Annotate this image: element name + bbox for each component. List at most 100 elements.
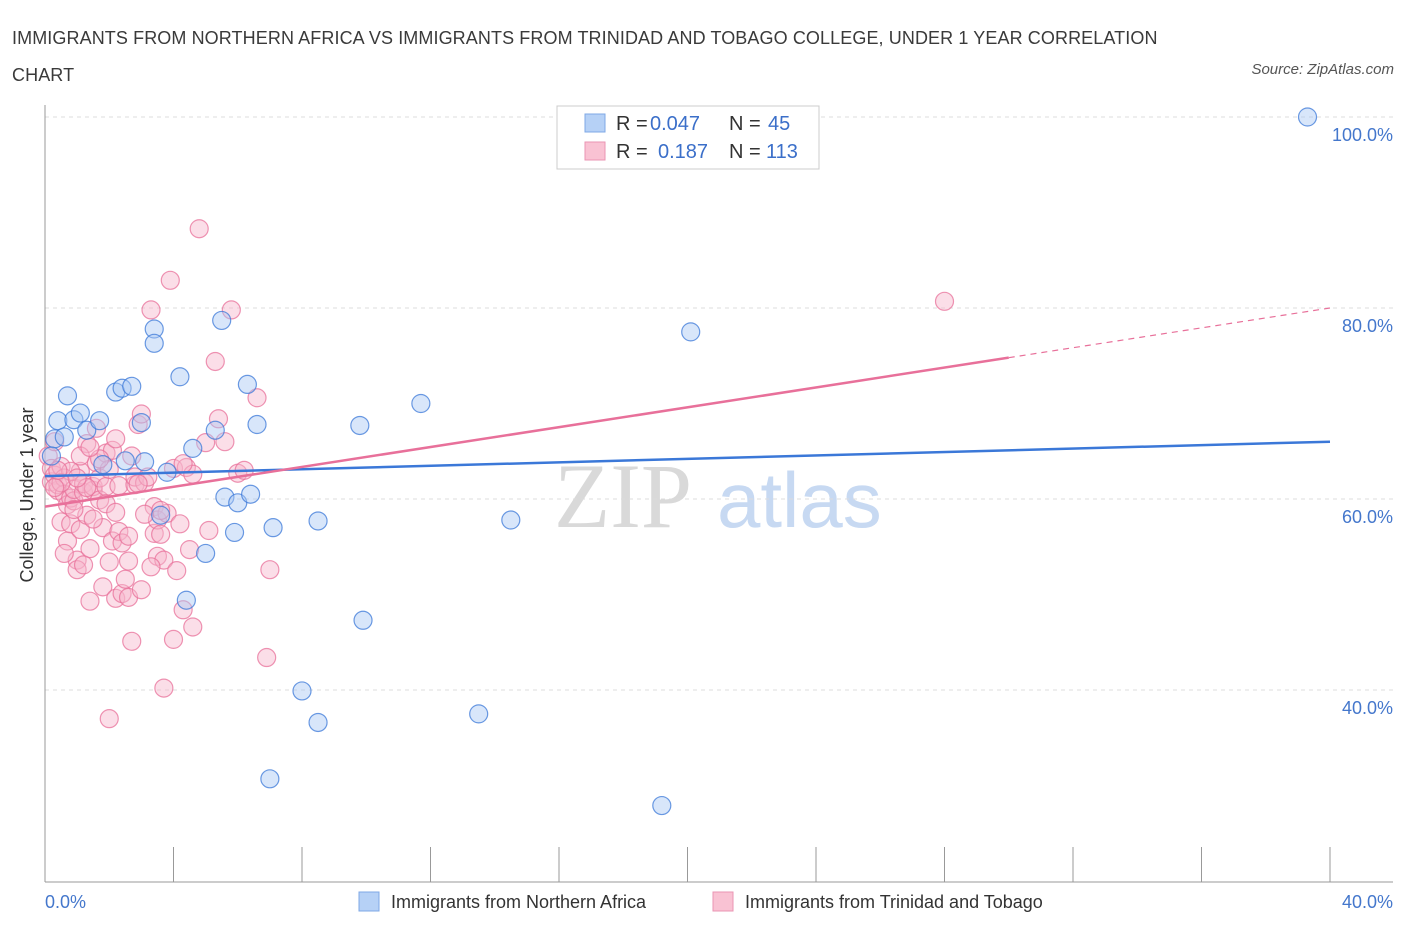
northern-africa-point-24 (212, 310, 232, 331)
axes (44, 105, 1393, 883)
northern-africa-point-10 (112, 378, 132, 398)
trinidad-point-106 (118, 526, 139, 546)
legend-r-value-2: 0.187 (658, 141, 708, 163)
northern-africa-point-33 (292, 681, 312, 701)
northern-africa-point-41 (652, 795, 672, 816)
trinidad-point-19 (70, 519, 90, 540)
bottom-legend-swatch-northern-africa (358, 891, 380, 912)
trinidad-point-38 (99, 709, 119, 729)
trinidad-point-87 (141, 557, 161, 577)
northern-africa-point-31 (260, 769, 280, 789)
trinidad-point-105 (45, 477, 65, 498)
trinidad-point-25 (80, 539, 100, 559)
northern-africa-point-30 (247, 414, 267, 435)
trinidad-point-73 (179, 540, 200, 560)
series-legend: Immigrants from Northern Africa Immigran… (358, 891, 1043, 912)
bottom-legend-label-trinidad: Immigrants from Trinidad and Tobago (745, 892, 1043, 912)
y-axis-label: College, Under 1 year (17, 407, 37, 582)
series-northern-africa-points (41, 107, 1318, 816)
trinidad-point-14 (61, 514, 81, 534)
trinidad-point-83 (247, 388, 267, 408)
northern-africa-point-44 (41, 446, 62, 466)
northern-africa-point-15 (144, 319, 164, 339)
trinidad-point-111 (73, 555, 94, 575)
legend-swatch-trinidad (584, 141, 606, 161)
trinidad-point-43 (109, 521, 129, 542)
trinidad-point-86 (163, 629, 184, 649)
y-tick-labels: 40.0% 60.0% 80.0% 100.0% (1332, 125, 1393, 718)
northern-africa-point-21 (183, 438, 203, 458)
legend-swatch-northern-africa (584, 113, 606, 133)
northern-africa-point-17 (151, 505, 171, 525)
legend-n-value-2: 113 (766, 141, 798, 163)
trinidad-point-53 (128, 414, 148, 435)
legend-r-label-2: R = (616, 141, 648, 163)
northern-africa-point-1 (48, 411, 68, 431)
trinidad-point-85 (260, 560, 280, 580)
trinidad-point-109 (183, 617, 203, 637)
northern-africa-point-40 (501, 510, 521, 530)
trinidad-point-37 (99, 552, 119, 572)
legend-n-label-1: N = (729, 113, 761, 135)
northern-africa-point-39 (469, 704, 489, 724)
legend-r-value-1: 0.047 (650, 113, 700, 135)
correlation-legend: R = 0.047 N = 45 R = 0.187 N = 113 (556, 105, 820, 170)
northern-africa-point-35 (308, 511, 328, 531)
legend-r-label-1: R = (616, 113, 648, 135)
trinidad-point-48 (118, 551, 139, 571)
x-tick-label-max: 40.0% (1342, 892, 1393, 912)
trinidad-point-26 (80, 591, 100, 611)
trinidad-point-70 (170, 514, 190, 534)
trend-lines (44, 307, 1331, 508)
northern-africa-point-13 (131, 413, 151, 433)
watermark-atlas: atlas (717, 456, 882, 544)
trinidad-point-110 (934, 291, 955, 311)
trinidad-point-90 (83, 509, 103, 529)
northern-africa-point-38 (411, 393, 431, 414)
series-trinidad-points (38, 219, 955, 729)
northern-africa-point-5 (70, 403, 90, 423)
northern-africa-point-12 (115, 451, 135, 471)
northern-africa-point-37 (353, 610, 373, 630)
trinidad-point-54 (131, 580, 151, 600)
trinidad-point-58 (141, 300, 161, 320)
northern-africa-point-3 (57, 386, 78, 406)
source-label: Source: ZipAtlas.com (1251, 61, 1394, 78)
trinidad-point-93 (54, 543, 74, 564)
trinidad-point-50 (122, 631, 142, 651)
trinidad-point-63 (151, 524, 171, 544)
northern-africa-point-29 (241, 484, 261, 504)
northern-africa-point-23 (205, 420, 225, 440)
northern-africa-point-42 (681, 322, 701, 342)
legend-n-value-1: 45 (768, 113, 790, 135)
northern-africa-point-14 (134, 452, 155, 472)
trinidad-point-8 (51, 512, 71, 532)
northern-africa-point-28 (237, 374, 257, 394)
x-ticks (44, 847, 1331, 882)
northern-africa-point-19 (170, 367, 190, 387)
northern-africa-point-43 (1297, 107, 1318, 127)
northern-africa-point-32 (263, 518, 283, 538)
trinidad-point-44 (109, 476, 129, 496)
trinidad-point-77 (205, 351, 225, 372)
legend-n-label-2: N = (729, 141, 761, 163)
trend-line-trinidad-extension (1008, 307, 1331, 359)
bottom-legend-swatch-trinidad (712, 891, 734, 912)
trinidad-point-46 (115, 569, 135, 589)
trend-line-northern-africa (44, 440, 1331, 478)
trinidad-point-75 (189, 219, 209, 239)
y-tick-label-40: 40.0% (1342, 698, 1393, 718)
x-tick-label-min: 0.0% (45, 892, 86, 912)
trinidad-point-98 (151, 500, 171, 521)
chart-title: IMMIGRANTS FROM NORTHERN AFRICA VS IMMIG… (12, 28, 1158, 85)
northern-africa-point-6 (77, 420, 97, 440)
trinidad-point-104 (80, 437, 100, 458)
trend-line-trinidad (44, 356, 1009, 508)
y-tick-label-60: 60.0% (1342, 507, 1393, 527)
northern-africa-point-16 (144, 333, 164, 353)
trinidad-point-102 (106, 502, 126, 522)
trinidad-point-33 (93, 577, 113, 597)
trinidad-point-78 (208, 409, 229, 429)
trinidad-point-107 (134, 504, 155, 524)
